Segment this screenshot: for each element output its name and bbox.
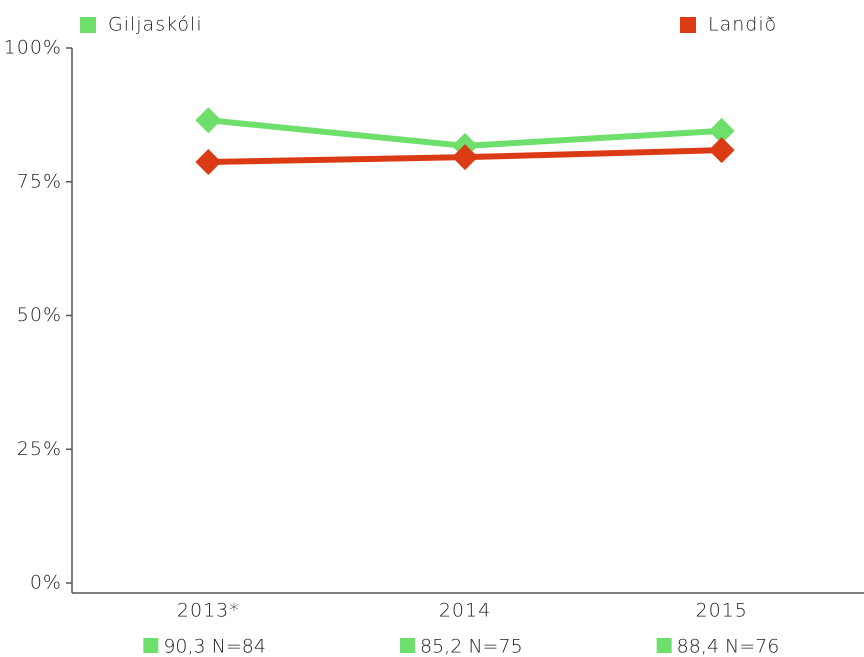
x-tick-label: 2013*: [177, 600, 240, 622]
point-marker: [195, 148, 222, 175]
y-tick-label: 50%: [17, 304, 62, 326]
y-tick-label: 100%: [4, 37, 62, 59]
annotation-swatch: [400, 638, 415, 653]
point-marker: [452, 144, 478, 171]
x-tick-label: 2015: [695, 600, 747, 622]
legend-label: Giljaskóli: [108, 14, 203, 36]
point-marker: [708, 137, 735, 164]
legend-label: Landið: [708, 14, 777, 36]
annotation: 85,2 N=75: [420, 636, 523, 657]
x-tick-label: 2014: [439, 600, 491, 622]
y-tick-label: 0%: [30, 572, 62, 594]
y-tick-label: 75%: [17, 170, 62, 192]
annotation: 88,4 N=76: [677, 636, 780, 657]
legend-swatch: [680, 17, 696, 33]
annotation-swatch: [143, 638, 159, 653]
annotation: 90,3 N=84: [163, 636, 266, 657]
point-marker: [195, 107, 222, 134]
annotation-swatch: [656, 638, 672, 653]
point-marker: [708, 117, 735, 144]
legend-swatch: [80, 17, 96, 33]
y-tick-label: 25%: [17, 438, 62, 460]
